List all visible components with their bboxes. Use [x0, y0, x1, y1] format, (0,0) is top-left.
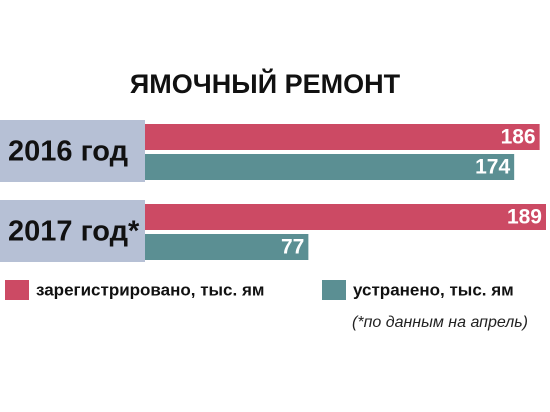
- category-label: 2017 год*: [8, 216, 140, 248]
- value-label: 174: [475, 156, 510, 179]
- value-label: 77: [281, 236, 304, 259]
- value-label: 189: [507, 206, 542, 229]
- category-box: [0, 200, 145, 262]
- chart-title: ЯМОЧНЫЙ РЕМОНТ: [130, 68, 401, 99]
- category-label: 2016 год: [8, 136, 128, 168]
- bar: [145, 204, 546, 230]
- category-box: [0, 120, 145, 182]
- legend-label: зарегистрировано, тыс. ям: [36, 280, 264, 299]
- note: (*по данным на апрель): [352, 314, 528, 331]
- legend-swatch: [5, 280, 29, 300]
- legend-label: устранено, тыс. ям: [353, 280, 514, 299]
- bar: [145, 154, 515, 180]
- legend-swatch: [322, 280, 346, 300]
- bar: [145, 234, 309, 260]
- value-label: 186: [501, 126, 536, 149]
- bar: [145, 124, 540, 150]
